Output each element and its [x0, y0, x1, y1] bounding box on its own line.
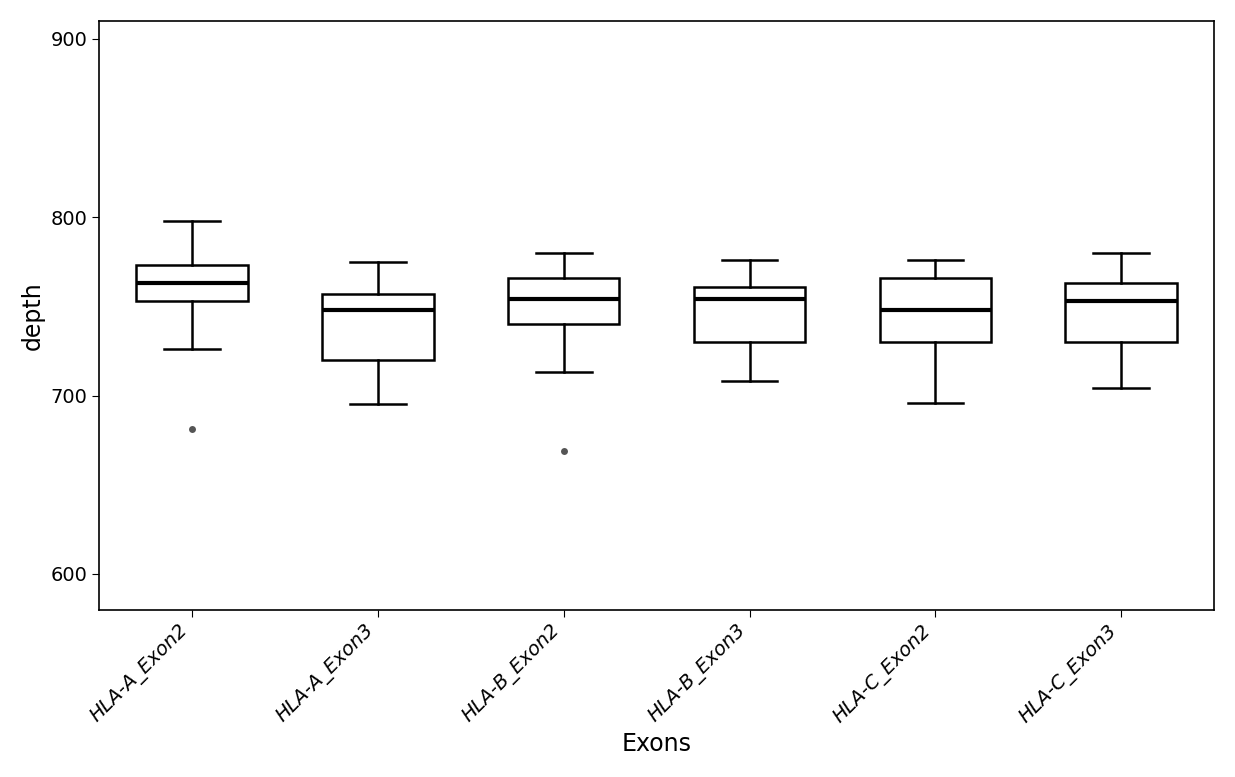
PathPatch shape: [136, 265, 248, 301]
PathPatch shape: [1066, 283, 1177, 342]
X-axis label: Exons: Exons: [621, 732, 692, 756]
Y-axis label: depth: depth: [21, 280, 44, 350]
PathPatch shape: [694, 287, 805, 342]
PathPatch shape: [322, 294, 433, 360]
PathPatch shape: [508, 277, 620, 324]
PathPatch shape: [879, 277, 992, 342]
